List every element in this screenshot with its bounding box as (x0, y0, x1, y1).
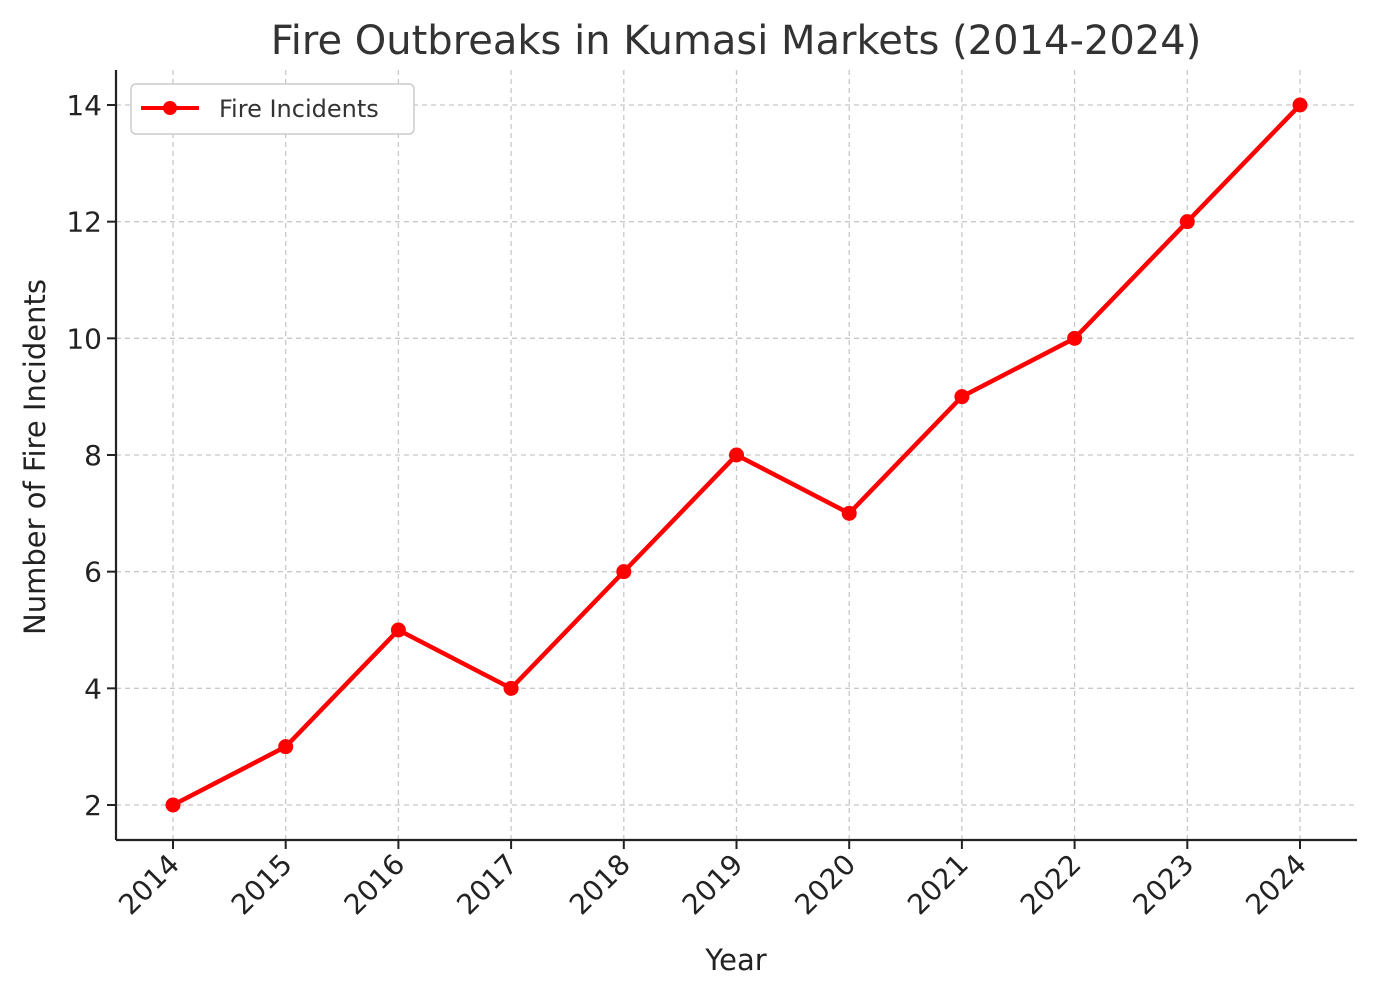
x-tick-label: 2019 (676, 848, 750, 922)
x-tick-label: 2021 (901, 848, 975, 922)
data-point-marker (729, 447, 744, 463)
data-point-marker (616, 564, 632, 580)
grid-lines (116, 70, 1357, 840)
chart-title: Fire Outbreaks in Kumasi Markets (2014-2… (271, 18, 1202, 64)
y-tick-label: 14 (66, 89, 102, 122)
x-tick-label: 2017 (450, 848, 524, 922)
y-tick-label: 2 (84, 789, 102, 822)
legend: Fire Incidents (130, 83, 415, 135)
x-tick-label: 2024 (1239, 848, 1313, 922)
x-tick-label: 2022 (1014, 848, 1088, 922)
legend-box (130, 83, 415, 135)
data-point-marker (278, 739, 294, 755)
x-axis-label: Year (704, 943, 766, 977)
legend-label: Fire Incidents (219, 95, 379, 123)
y-tick-label: 8 (84, 439, 102, 472)
x-tick-label: 2014 (112, 848, 186, 922)
y-axis-label: Number of Fire Incidents (18, 279, 52, 635)
data-point-marker (165, 797, 181, 813)
data-point-marker (390, 622, 406, 638)
y-tick-label: 4 (84, 672, 102, 705)
data-point-marker (954, 389, 970, 405)
data-point-marker (1179, 214, 1195, 230)
legend-marker-swatch (163, 101, 177, 115)
y-tick-label: 6 (84, 556, 102, 589)
y-tick-label: 12 (66, 206, 102, 239)
y-tick-label: 10 (66, 322, 102, 355)
x-tick-label: 2018 (563, 848, 637, 922)
series-layer (165, 97, 1308, 813)
x-tick-label: 2020 (788, 848, 862, 922)
x-tick-label: 2016 (338, 848, 412, 922)
x-tick-label: 2015 (225, 848, 299, 922)
x-tick-label: 2023 (1127, 848, 1201, 922)
data-point-marker (1067, 330, 1083, 346)
data-point-marker (503, 680, 519, 696)
data-point-marker (841, 505, 857, 521)
data-point-marker (1292, 97, 1308, 113)
